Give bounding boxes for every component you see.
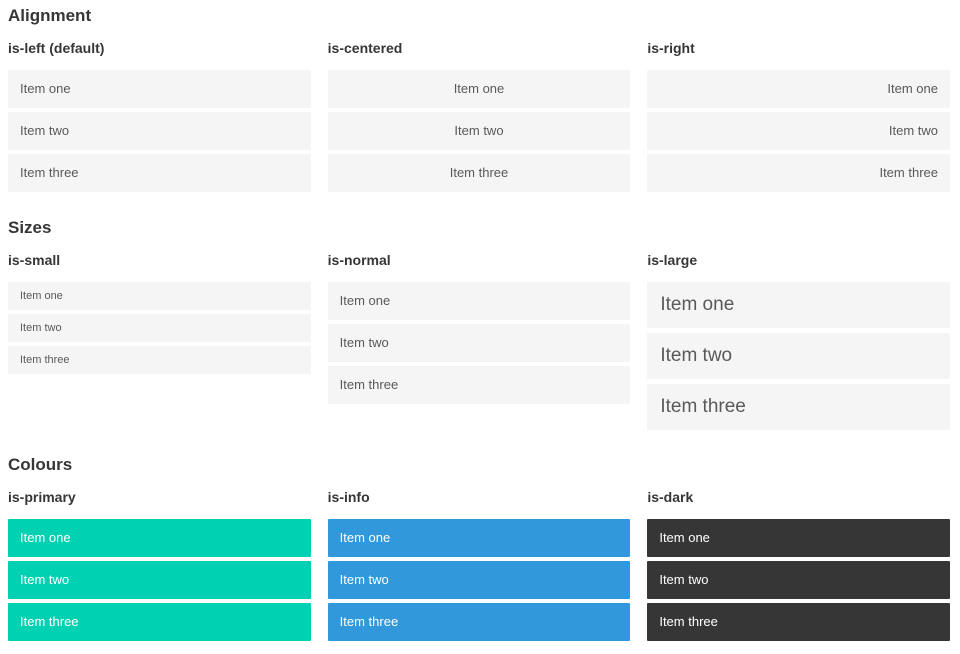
list-item: Item one	[8, 70, 311, 108]
group-is-right: is-right Item one Item two Item three	[647, 27, 950, 192]
list-item: Item two	[327, 324, 631, 362]
list-item: Item two	[8, 561, 311, 599]
item-list-is-small: Item one Item two Item three	[8, 282, 311, 374]
group-is-small: is-small Item one Item two Item three	[8, 239, 311, 430]
group-is-left: is-left (default) Item one Item two Item…	[8, 27, 311, 192]
list-item: Item one	[647, 519, 950, 557]
group-heading-is-small: is-small	[8, 252, 61, 268]
list-item: Item three	[8, 346, 311, 374]
list-item: Item one	[327, 70, 631, 108]
item-list-is-large: Item one Item two Item three	[647, 282, 950, 430]
group-heading-is-primary: is-primary	[8, 489, 76, 505]
item-list-is-info: Item one Item two Item three	[327, 519, 631, 641]
section-sizes: Sizes is-small Item one Item two Item th…	[8, 217, 950, 430]
section-title-sizes: Sizes	[8, 218, 52, 237]
item-list-is-dark: Item one Item two Item three	[647, 519, 950, 641]
list-item: Item three	[327, 154, 631, 192]
list-item: Item two	[327, 561, 631, 599]
group-heading-is-centered: is-centered	[327, 40, 403, 56]
item-list-is-left: Item one Item two Item three	[8, 70, 311, 192]
section-title-alignment: Alignment	[8, 6, 92, 25]
list-item: Item two	[647, 561, 950, 599]
group-heading-is-right: is-right	[647, 40, 695, 56]
group-heading-is-left: is-left (default)	[8, 40, 105, 56]
sizes-groups-row: is-small Item one Item two Item three is…	[8, 239, 950, 430]
section-colours: Colours is-primary Item one Item two Ite…	[8, 454, 950, 641]
group-heading-is-info: is-info	[327, 489, 370, 505]
alignment-groups-row: is-left (default) Item one Item two Item…	[8, 27, 950, 192]
list-item: Item three	[647, 603, 950, 641]
list-item: Item two	[327, 112, 631, 150]
group-is-normal: is-normal Item one Item two Item three	[327, 239, 631, 430]
group-heading-is-dark: is-dark	[647, 489, 694, 505]
list-item: Item three	[327, 366, 631, 404]
list-item: Item one	[8, 519, 311, 557]
group-is-info: is-info Item one Item two Item three	[327, 476, 631, 641]
list-item: Item one	[647, 70, 950, 108]
section-alignment: Alignment is-left (default) Item one Ite…	[8, 5, 950, 192]
list-item: Item three	[647, 384, 950, 430]
item-list-is-primary: Item one Item two Item three	[8, 519, 311, 641]
colours-groups-row: is-primary Item one Item two Item three …	[8, 476, 950, 641]
list-item: Item one	[647, 282, 950, 328]
section-title-colours: Colours	[8, 455, 73, 474]
list-item: Item three	[8, 154, 311, 192]
group-heading-is-normal: is-normal	[327, 252, 391, 268]
list-item: Item two	[8, 314, 311, 342]
item-list-is-right: Item one Item two Item three	[647, 70, 950, 192]
item-list-is-centered: Item one Item two Item three	[327, 70, 631, 192]
group-is-dark: is-dark Item one Item two Item three	[647, 476, 950, 641]
list-item: Item two	[647, 112, 950, 150]
list-item: Item two	[8, 112, 311, 150]
group-is-centered: is-centered Item one Item two Item three	[327, 27, 631, 192]
item-list-is-normal: Item one Item two Item three	[327, 282, 631, 404]
group-is-primary: is-primary Item one Item two Item three	[8, 476, 311, 641]
list-item: Item two	[647, 333, 950, 379]
group-heading-is-large: is-large	[647, 252, 698, 268]
list-item: Item three	[327, 603, 631, 641]
list-item: Item one	[327, 282, 631, 320]
list-item: Item three	[8, 603, 311, 641]
list-item: Item one	[8, 282, 311, 310]
list-item: Item three	[647, 154, 950, 192]
list-item: Item one	[327, 519, 631, 557]
group-is-large: is-large Item one Item two Item three	[647, 239, 950, 430]
